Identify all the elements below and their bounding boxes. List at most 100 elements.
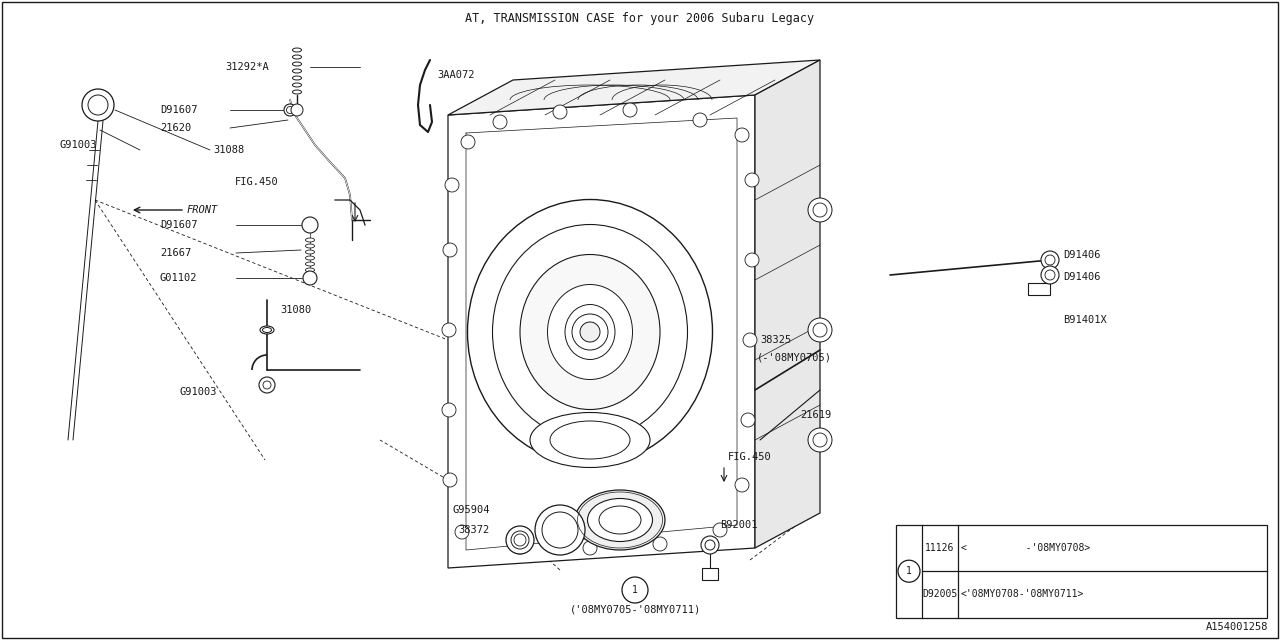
Circle shape [302, 217, 317, 233]
Text: (-'08MY0705): (-'08MY0705) [756, 352, 832, 362]
Text: <'08MY0708-'08MY0711>: <'08MY0708-'08MY0711> [961, 589, 1084, 600]
Circle shape [692, 113, 707, 127]
Text: AT, TRANSMISSION CASE for your 2006 Subaru Legacy: AT, TRANSMISSION CASE for your 2006 Suba… [466, 12, 814, 25]
Text: 21619: 21619 [800, 410, 831, 420]
Text: <          -'08MY0708>: < -'08MY0708> [961, 543, 1091, 553]
Ellipse shape [520, 255, 660, 410]
Circle shape [88, 95, 108, 115]
Bar [1028, 283, 1050, 295]
Ellipse shape [293, 69, 302, 73]
Text: 31080: 31080 [280, 305, 311, 315]
Text: D92005: D92005 [923, 589, 957, 600]
Text: D91607: D91607 [160, 220, 197, 230]
Text: FIG.450: FIG.450 [236, 177, 279, 187]
Circle shape [899, 560, 920, 582]
Circle shape [813, 433, 827, 447]
Circle shape [515, 534, 526, 546]
Circle shape [623, 103, 637, 117]
Circle shape [493, 115, 507, 129]
Circle shape [461, 135, 475, 149]
Ellipse shape [293, 83, 302, 87]
Ellipse shape [550, 421, 630, 459]
Text: 31292*A: 31292*A [225, 62, 269, 72]
Circle shape [808, 318, 832, 342]
Circle shape [1044, 270, 1055, 280]
Bar [896, 525, 1267, 618]
Polygon shape [755, 60, 820, 548]
Text: D91406: D91406 [1062, 272, 1101, 282]
Text: D91607: D91607 [160, 105, 197, 115]
Circle shape [580, 322, 600, 342]
Circle shape [653, 537, 667, 551]
Ellipse shape [293, 48, 302, 52]
Circle shape [808, 198, 832, 222]
Ellipse shape [260, 326, 274, 334]
Ellipse shape [493, 225, 687, 440]
Text: G91003: G91003 [180, 387, 218, 397]
Ellipse shape [306, 268, 315, 272]
Text: FRONT: FRONT [187, 205, 219, 215]
Text: D91406: D91406 [1062, 250, 1101, 260]
Text: G91003: G91003 [60, 140, 97, 150]
Text: G01102: G01102 [160, 273, 197, 283]
Ellipse shape [506, 526, 534, 554]
Circle shape [813, 203, 827, 217]
Circle shape [442, 403, 456, 417]
Circle shape [741, 413, 755, 427]
Circle shape [742, 333, 756, 347]
Text: 31088: 31088 [212, 145, 244, 155]
Circle shape [1044, 255, 1055, 265]
Text: ('08MY0705-'08MY0711): ('08MY0705-'08MY0711) [570, 605, 700, 615]
Text: 3AA072: 3AA072 [436, 70, 475, 80]
Ellipse shape [588, 499, 653, 541]
Ellipse shape [575, 490, 666, 550]
Polygon shape [448, 60, 820, 115]
Circle shape [291, 104, 303, 116]
Text: B91401X: B91401X [1062, 315, 1107, 325]
Circle shape [454, 525, 468, 539]
Ellipse shape [262, 328, 271, 333]
Text: 11126: 11126 [925, 543, 955, 553]
Circle shape [513, 540, 527, 554]
Ellipse shape [530, 413, 650, 467]
Circle shape [303, 271, 317, 285]
Ellipse shape [306, 244, 315, 248]
Ellipse shape [599, 506, 641, 534]
Ellipse shape [467, 200, 713, 465]
Circle shape [262, 381, 271, 389]
Circle shape [445, 178, 460, 192]
Polygon shape [448, 95, 755, 568]
Ellipse shape [293, 90, 302, 94]
Circle shape [813, 323, 827, 337]
Ellipse shape [535, 505, 585, 555]
Circle shape [622, 577, 648, 603]
Text: 38372: 38372 [458, 525, 490, 535]
Ellipse shape [293, 76, 302, 80]
Text: 21620: 21620 [160, 123, 191, 133]
Circle shape [553, 105, 567, 119]
Circle shape [443, 473, 457, 487]
Text: A154001258: A154001258 [1206, 622, 1268, 632]
Circle shape [808, 428, 832, 452]
Circle shape [287, 106, 293, 113]
Text: G95904: G95904 [453, 505, 490, 515]
Circle shape [443, 243, 457, 257]
Circle shape [284, 104, 296, 116]
Circle shape [705, 540, 716, 550]
Ellipse shape [511, 531, 529, 549]
Circle shape [442, 323, 456, 337]
Text: 1: 1 [632, 585, 637, 595]
Ellipse shape [564, 305, 614, 360]
Text: 1: 1 [906, 566, 911, 576]
Circle shape [735, 478, 749, 492]
Text: B92001: B92001 [719, 520, 758, 530]
Ellipse shape [306, 262, 315, 266]
Ellipse shape [541, 512, 579, 548]
Circle shape [745, 253, 759, 267]
Circle shape [259, 377, 275, 393]
Circle shape [82, 89, 114, 121]
Circle shape [735, 128, 749, 142]
Ellipse shape [306, 250, 315, 254]
Circle shape [1041, 266, 1059, 284]
Circle shape [582, 541, 596, 555]
